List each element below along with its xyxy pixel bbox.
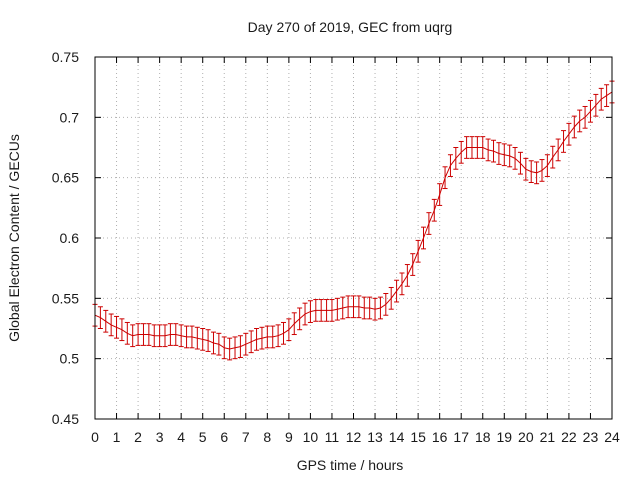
x-tick-label: 7 xyxy=(242,429,250,445)
y-tick-label: 0.5 xyxy=(60,351,80,367)
x-tick-label: 20 xyxy=(518,429,534,445)
x-tick-label: 24 xyxy=(604,429,620,445)
x-tick-label: 4 xyxy=(177,429,185,445)
y-tick-labels: 0.45 0.5 0.55 0.6 0.65 0.7 0.75 xyxy=(52,49,79,427)
y-tick-label: 0.6 xyxy=(60,230,80,246)
x-tick-label: 2 xyxy=(134,429,142,445)
x-tick-label: 5 xyxy=(199,429,207,445)
gec-series xyxy=(92,80,615,361)
x-tick-label: 16 xyxy=(432,429,448,445)
x-tick-label: 10 xyxy=(303,429,319,445)
y-tick-label: 0.65 xyxy=(52,170,79,186)
x-tick-label: 17 xyxy=(453,429,469,445)
x-tick-label: 11 xyxy=(325,429,340,445)
y-axis-label: Global Electron Content / GECUs xyxy=(6,134,22,342)
x-tick-label: 3 xyxy=(156,429,164,445)
y-tick-label: 0.55 xyxy=(52,290,79,306)
x-tick-label: 22 xyxy=(561,429,577,445)
x-tick-label: 0 xyxy=(91,429,99,445)
x-tick-label: 14 xyxy=(389,429,405,445)
y-tick-label: 0.75 xyxy=(52,49,79,65)
axis-ticks xyxy=(94,56,613,420)
x-tick-label: 13 xyxy=(367,429,383,445)
x-axis-label: GPS time / hours xyxy=(297,457,404,473)
x-tick-label: 15 xyxy=(410,429,426,445)
x-tick-label: 18 xyxy=(475,429,491,445)
x-tick-label: 8 xyxy=(263,429,271,445)
x-tick-label: 1 xyxy=(113,429,121,445)
x-tick-labels: 0 1 2 3 4 5 6 7 8 9 10 11 12 13 14 15 16 17 18 19 20 21 22 23 24 xyxy=(91,429,620,445)
x-tick-label: 19 xyxy=(497,429,513,445)
chart-title: Day 270 of 2019, GEC from uqrg xyxy=(248,19,453,35)
y-tick-label: 0.45 xyxy=(52,411,79,427)
x-tick-label: 12 xyxy=(346,429,362,445)
grid-lines xyxy=(95,57,612,419)
x-tick-label: 21 xyxy=(540,429,556,445)
x-tick-label: 6 xyxy=(220,429,228,445)
y-tick-label: 0.7 xyxy=(60,109,80,125)
x-tick-label: 9 xyxy=(285,429,293,445)
x-tick-label: 23 xyxy=(583,429,599,445)
